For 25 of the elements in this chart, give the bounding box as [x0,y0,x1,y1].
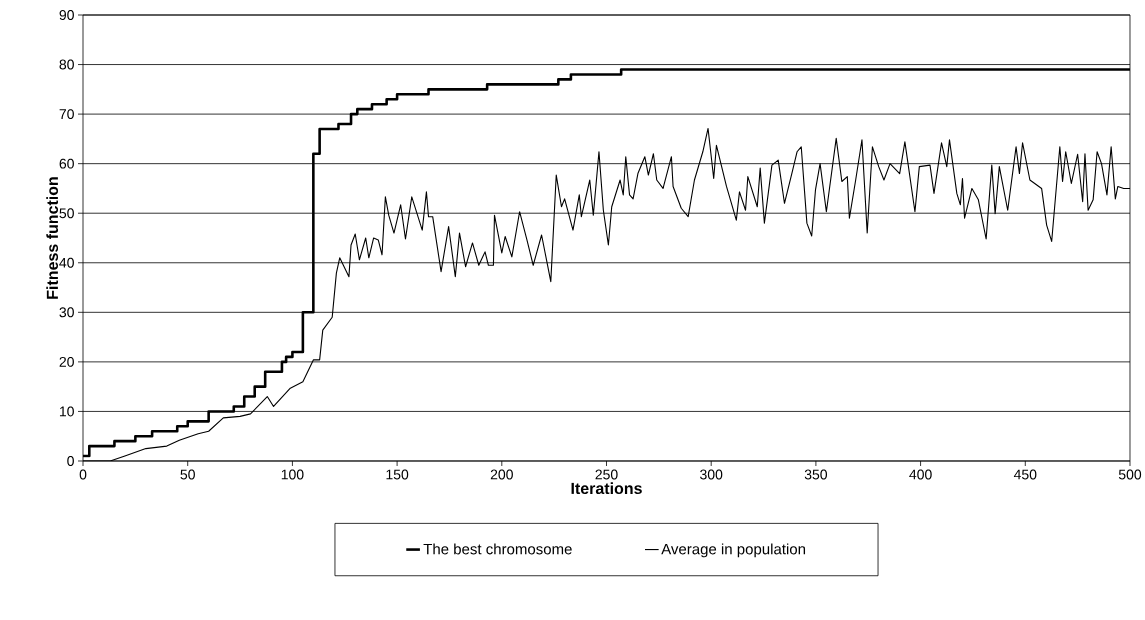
x-tick-label: 0 [79,469,87,480]
y-tick-label: 0 [67,456,74,466]
y-tick-label: 20 [59,356,74,367]
x-tick-label: 350 [804,469,828,480]
y-tick-label: 50 [59,208,74,219]
legend-label: Average in population [661,543,806,558]
y-tick-label: 80 [59,59,74,70]
x-tick-label: 400 [909,469,932,480]
x-tick-label: 300 [700,469,723,480]
x-tick-label: 200 [490,469,513,480]
y-axis-title: Fitness function [46,177,59,299]
x-tick-label: 250 [595,469,618,480]
y-tick-label: 70 [59,109,74,120]
x-tick-label: 50 [180,469,195,480]
x-tick-label: 500 [1118,469,1142,480]
legend-label: The best chromosome [423,543,572,555]
x-tick-label: 150 [386,469,409,480]
y-tick-label: 60 [59,158,74,169]
x-tick-label: 450 [1013,469,1037,480]
y-tick-label: 40 [59,257,74,268]
x-tick-label: 100 [281,469,304,480]
y-tick-label: 30 [59,307,74,318]
y-tick-label: 10 [59,406,74,417]
y-tick-label: 90 [59,10,74,20]
x-axis-title: Iterations [571,482,642,495]
